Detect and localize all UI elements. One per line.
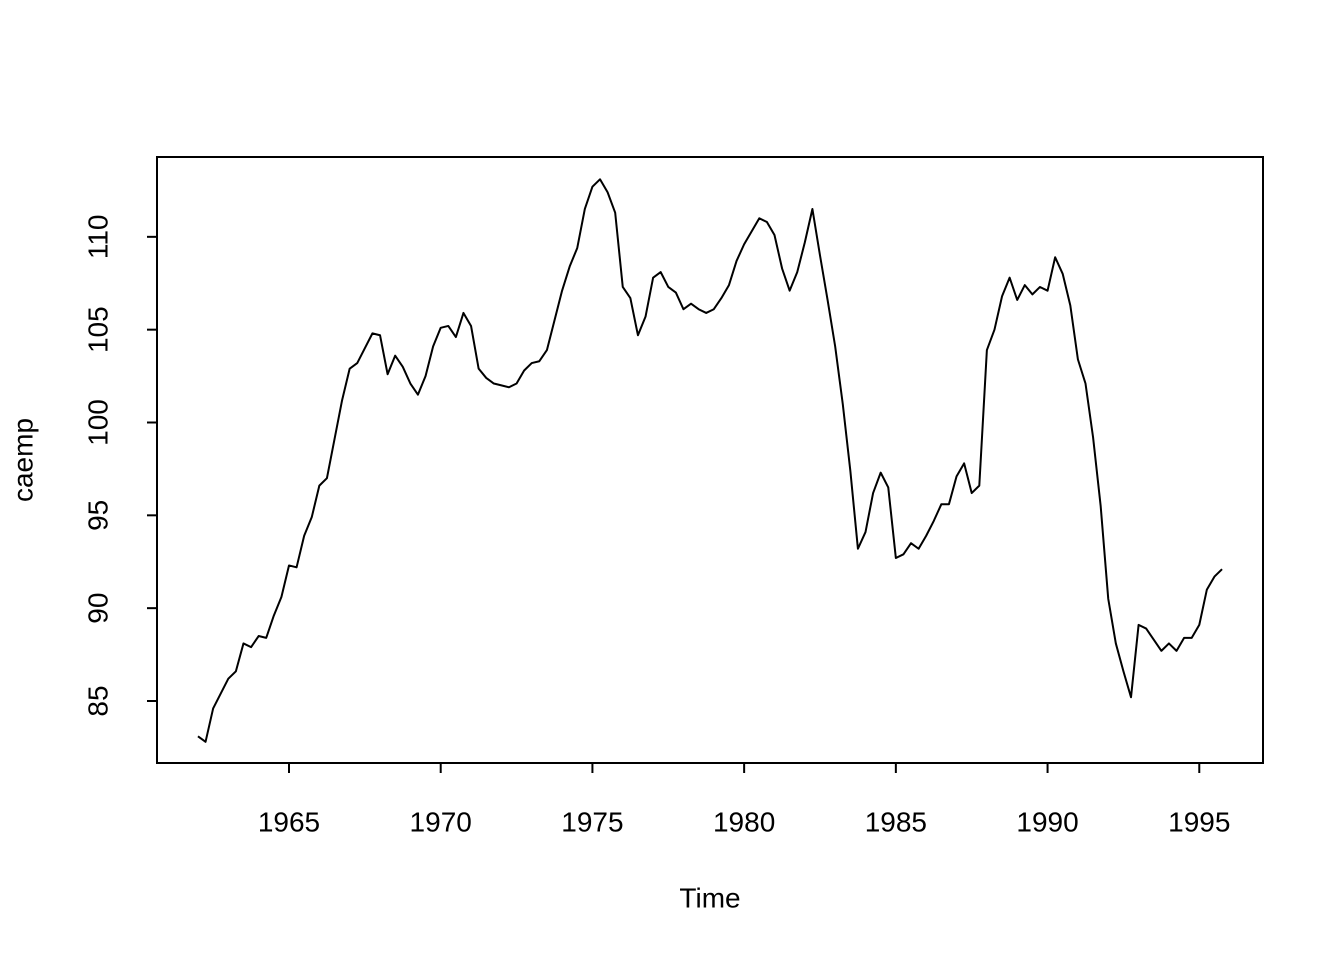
x-tick-label: 1995 xyxy=(1168,806,1230,837)
y-tick-label: 110 xyxy=(82,215,113,260)
y-tick-label: 85 xyxy=(82,685,113,716)
data-line xyxy=(197,178,1223,743)
x-tick-label: 1980 xyxy=(713,806,775,837)
x-tick-label: 1965 xyxy=(258,806,320,837)
x-tick-label: 1970 xyxy=(410,806,472,837)
x-tick-label: 1975 xyxy=(561,806,623,837)
y-axis-label: caemp xyxy=(7,418,38,502)
y-tick-label: 95 xyxy=(82,500,113,531)
x-tick-label: 1985 xyxy=(865,806,927,837)
x-tick-label: 1990 xyxy=(1016,806,1078,837)
plot-frame xyxy=(156,156,1264,764)
y-tick-label: 90 xyxy=(82,593,113,624)
x-axis-label: Time xyxy=(679,882,740,913)
y-tick-label: 105 xyxy=(82,306,113,353)
y-tick-label: 100 xyxy=(82,399,113,446)
